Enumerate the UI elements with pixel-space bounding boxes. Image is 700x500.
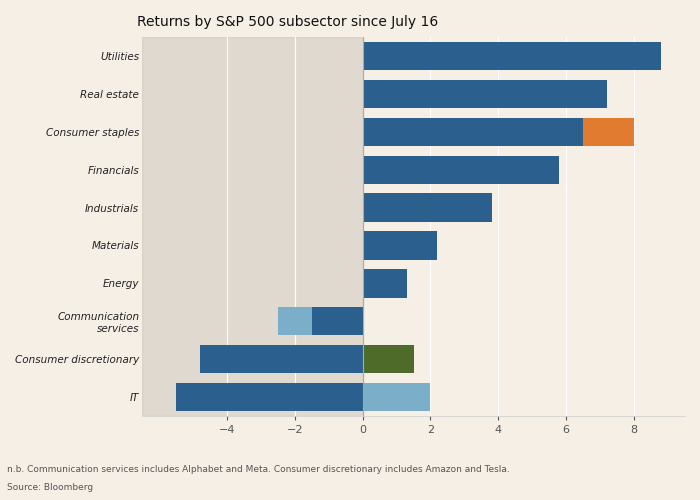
Bar (363, 156, 559, 184)
Text: Source: Bloomberg: Source: Bloomberg (7, 483, 93, 492)
Bar (199, 345, 363, 374)
Bar (363, 118, 634, 146)
Bar (363, 156, 438, 184)
Bar (363, 118, 583, 146)
Bar (363, 194, 491, 222)
Bar (278, 307, 363, 336)
Bar (363, 80, 566, 108)
Bar (363, 345, 414, 374)
Text: n.b. Communication services includes Alphabet and Meta. Consumer discretionary i: n.b. Communication services includes Alp… (7, 466, 510, 474)
Bar (363, 232, 390, 260)
Bar (363, 383, 430, 411)
Bar (312, 307, 363, 336)
Bar (363, 194, 438, 222)
Bar (363, 232, 438, 260)
Bar (142, 37, 363, 416)
Text: Returns by S&P 500 subsector since July 16: Returns by S&P 500 subsector since July … (136, 15, 438, 29)
Bar (363, 269, 407, 298)
Bar (363, 42, 600, 70)
Bar (176, 383, 363, 411)
Bar (363, 42, 662, 70)
Bar (363, 80, 607, 108)
